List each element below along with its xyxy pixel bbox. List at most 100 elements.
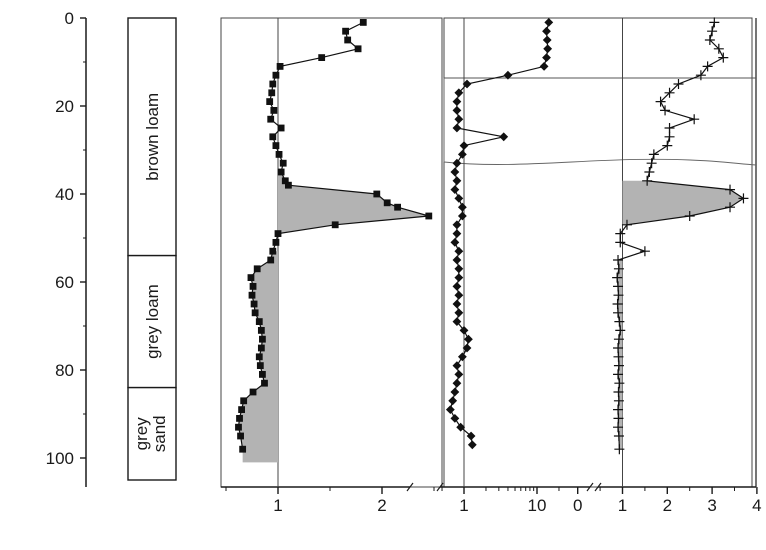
pb-enrichment-area xyxy=(622,180,744,225)
pb-data-point xyxy=(702,61,713,72)
pb-x-tick-label: 3 xyxy=(707,496,716,515)
u-data-point xyxy=(452,176,462,186)
depth-tick-label: 40 xyxy=(55,185,74,204)
pb-data-point xyxy=(673,79,684,89)
u-data-point xyxy=(459,141,469,150)
u-data-point xyxy=(454,290,464,300)
pb-data-point xyxy=(613,413,624,424)
u-data-point xyxy=(454,308,464,318)
pb-data-point xyxy=(642,175,653,186)
pb-x-tick-label: 2 xyxy=(663,496,672,515)
u-data-point xyxy=(450,167,460,177)
u-data-point xyxy=(452,97,462,106)
pb-data-point xyxy=(718,52,729,63)
fe-data-point xyxy=(318,54,326,61)
pb-data-point xyxy=(684,211,695,221)
pb-data-point xyxy=(689,114,700,125)
sediment-layer-label: grey xyxy=(132,417,151,451)
pb-data-point xyxy=(615,325,626,336)
axis-break-mark xyxy=(594,482,602,492)
u-data-point xyxy=(462,79,472,89)
u-data-point xyxy=(445,405,455,414)
fe-data-point xyxy=(255,353,263,361)
u-data-point xyxy=(452,158,462,168)
u-data-point xyxy=(448,396,458,406)
u-panel: 1 10 xyxy=(441,18,560,515)
pb-data-point xyxy=(648,149,659,160)
u-data-point xyxy=(452,282,462,291)
pb-data-point xyxy=(614,444,625,455)
fe-data-point xyxy=(281,177,289,185)
fe-data-point xyxy=(272,239,280,246)
depth-tick-label: 100 xyxy=(46,449,74,468)
u-data-point xyxy=(452,255,462,265)
pb-data-point xyxy=(639,246,650,257)
depth-axis: 0 20 40 60 80 100 xyxy=(46,9,87,487)
fe-data-point xyxy=(269,133,277,141)
pb-data-point xyxy=(615,237,626,248)
pb-data-point xyxy=(613,255,624,265)
sediment-layer-grey-sand xyxy=(127,386,177,481)
u-data-point xyxy=(457,211,467,221)
u-data-point xyxy=(542,35,552,45)
pb-data-point xyxy=(644,167,655,177)
fe-data-point xyxy=(257,344,265,352)
u-data-point xyxy=(467,440,477,450)
u-data-point xyxy=(462,343,472,353)
u-x-tick-label: 10 xyxy=(528,496,547,515)
pb-x-tick-label: 1 xyxy=(618,496,627,515)
pb-data-point xyxy=(613,263,624,274)
u-data-point xyxy=(539,62,549,71)
fe-data-point xyxy=(259,335,266,343)
pb-profile-line xyxy=(616,22,745,450)
u-data-point xyxy=(542,53,551,62)
fe-data-point xyxy=(255,318,263,325)
fe-data-point xyxy=(257,327,265,334)
fe-data-point xyxy=(342,27,349,35)
sediment-layer-label: grey loam xyxy=(143,284,162,359)
fe-data-point xyxy=(267,256,275,264)
u-data-point xyxy=(457,352,467,362)
pb-data-point xyxy=(613,360,624,371)
fe-data-point xyxy=(238,406,245,413)
fe-data-point xyxy=(259,371,266,378)
u-data-point xyxy=(464,334,473,344)
u-data-point xyxy=(454,370,464,379)
fe-data-point xyxy=(249,283,257,290)
pb-data-point xyxy=(613,351,624,362)
u-data-point xyxy=(454,114,464,124)
u-data-point xyxy=(452,378,462,388)
depth-tick-label: 20 xyxy=(55,97,74,116)
fe-data-point xyxy=(383,199,391,207)
pb-data-point xyxy=(613,334,624,345)
u-data-point xyxy=(452,220,462,230)
sediment-layer-label: sand xyxy=(150,415,169,452)
u-data-point xyxy=(459,326,469,335)
fe-data-point xyxy=(354,45,362,53)
fe-data-point xyxy=(277,124,285,132)
pb-data-point xyxy=(662,140,673,151)
pb-data-point xyxy=(613,387,624,397)
sediment-column: brown loam grey loam grey sand xyxy=(127,17,177,481)
fe-data-point xyxy=(272,71,280,79)
pb-x-tick-label: 4 xyxy=(752,496,761,515)
pb-data-point xyxy=(613,422,624,433)
fe-x-tick-label: 1 xyxy=(273,496,282,515)
fe-data-point xyxy=(275,151,283,158)
fe-data-point xyxy=(267,115,275,123)
pb-data-point xyxy=(613,395,624,406)
pb-panel: 0 1 2 3 4 xyxy=(573,17,762,515)
fe-data-point xyxy=(272,142,280,149)
pb-data-point xyxy=(613,431,624,441)
fe-data-point xyxy=(425,212,433,220)
u-data-point xyxy=(454,88,464,98)
u-data-point xyxy=(452,106,462,115)
u-data-point xyxy=(452,317,462,326)
fe-data-point xyxy=(235,423,242,431)
u-data-point xyxy=(457,202,467,212)
fe-data-point xyxy=(344,36,352,44)
u-x-tick-label: 1 xyxy=(459,496,468,515)
pb-data-point xyxy=(646,158,657,169)
fe-data-point xyxy=(274,230,282,237)
pb-data-point xyxy=(613,281,624,292)
